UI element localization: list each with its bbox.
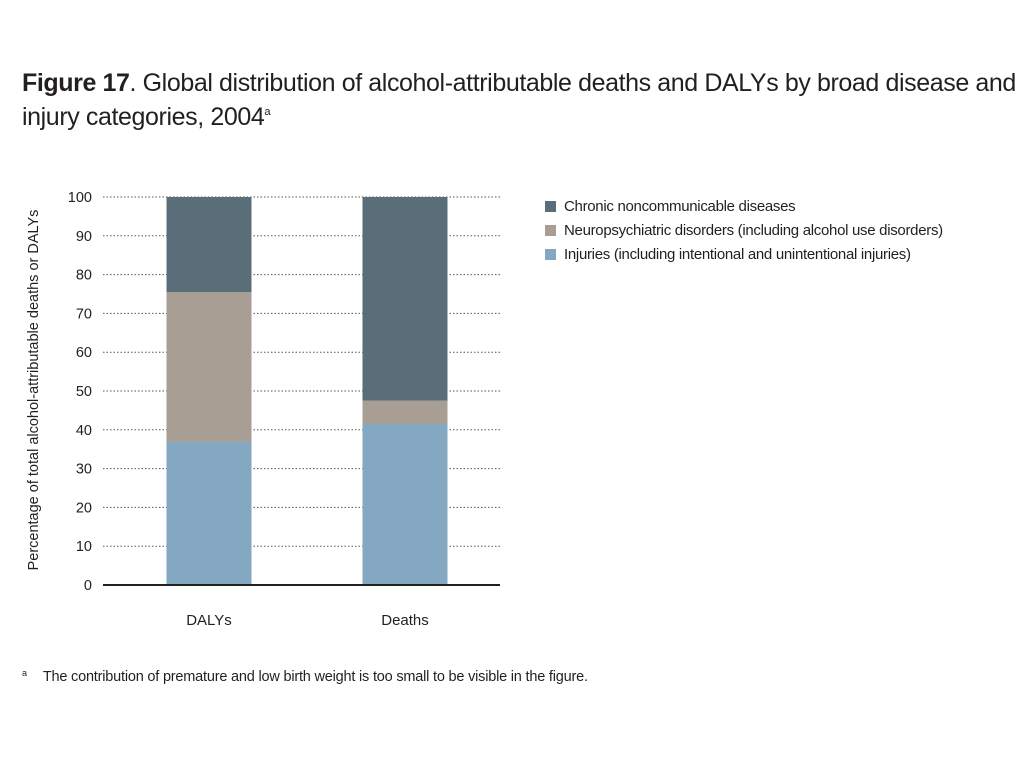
y-tick-label: 70 bbox=[76, 306, 92, 322]
figure-title: Figure 17. Global distribution of alcoho… bbox=[22, 66, 1017, 134]
y-tick-label: 10 bbox=[76, 539, 92, 555]
bar-segment-neuro-dalys bbox=[166, 292, 252, 442]
y-axis-label: Percentage of total alcohol-attributable… bbox=[26, 210, 42, 571]
legend-label: Injuries (including intentional and unin… bbox=[564, 245, 911, 263]
y-tick-label: 100 bbox=[68, 190, 92, 206]
footnote-text: The contribution of premature and low bi… bbox=[42, 669, 588, 685]
bars bbox=[166, 197, 448, 585]
footnote-marker: a bbox=[22, 668, 27, 678]
legend-swatch bbox=[545, 248, 556, 260]
title-footnote-marker: a bbox=[264, 106, 271, 118]
bar-segment-neuro-deaths bbox=[362, 400, 448, 424]
figure-title-text: . Global distribution of alcohol-attribu… bbox=[22, 69, 1016, 131]
legend-item-chronic: Chronic noncommunicable diseases bbox=[545, 194, 943, 218]
bar-segment-chronic-deaths bbox=[362, 197, 448, 401]
legend-label: Neuropsychiatric disorders (including al… bbox=[564, 221, 943, 239]
y-tick-label: 30 bbox=[76, 462, 92, 478]
x-tick-label: Deaths bbox=[381, 612, 429, 629]
y-tick-label: 0 bbox=[84, 578, 92, 594]
chart-legend: Chronic noncommunicable diseases Neuropsy… bbox=[545, 194, 943, 266]
axes: 0 10 20 30 40 50 60 70 80 90 100 DALYs Deaths bbox=[68, 190, 500, 629]
legend-swatch bbox=[545, 200, 556, 212]
legend-swatch bbox=[545, 224, 556, 236]
y-tick-label: 50 bbox=[76, 384, 92, 400]
footnote: a The contribution of premature and low b… bbox=[22, 668, 588, 685]
figure-label: Figure 17 bbox=[22, 69, 130, 97]
y-tick-label: 20 bbox=[76, 500, 92, 516]
bar-segment-injuries-dalys bbox=[166, 441, 252, 585]
y-tick-label: 90 bbox=[76, 229, 92, 245]
legend-label: Chronic noncommunicable diseases bbox=[564, 197, 796, 215]
legend-item-injuries: Injuries (including intentional and unin… bbox=[545, 242, 943, 266]
legend-item-neuro: Neuropsychiatric disorders (including al… bbox=[545, 218, 943, 242]
y-tick-label: 80 bbox=[76, 268, 92, 284]
bar-segment-chronic-dalys bbox=[166, 197, 252, 293]
bar-segment-injuries-deaths bbox=[362, 423, 448, 585]
y-tick-label: 40 bbox=[76, 423, 92, 439]
x-tick-label: DALYs bbox=[186, 612, 232, 629]
y-tick-label: 60 bbox=[76, 345, 92, 361]
